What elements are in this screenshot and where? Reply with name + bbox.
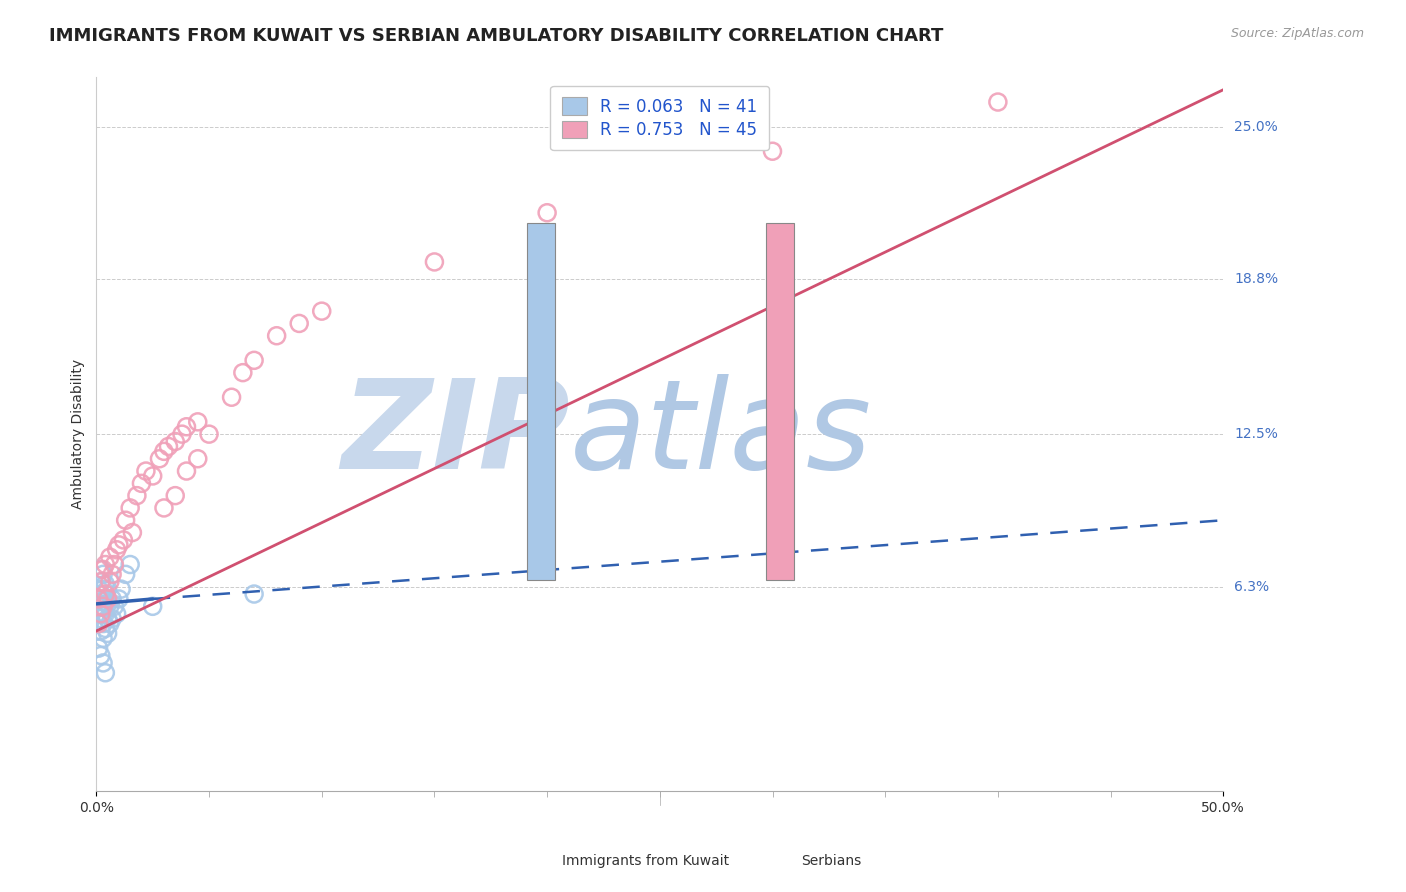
Point	[91, 616, 114, 631]
Point	[101, 591, 124, 606]
Y-axis label: Ambulatory Disability: Ambulatory Disability	[72, 359, 86, 509]
Point	[120, 558, 142, 572]
Point	[176, 464, 198, 478]
Point	[97, 582, 120, 596]
Text: IMMIGRANTS FROM KUWAIT VS SERBIAN AMBULATORY DISABILITY CORRELATION CHART: IMMIGRANTS FROM KUWAIT VS SERBIAN AMBULA…	[49, 27, 943, 45]
Point	[94, 607, 117, 621]
Point	[94, 577, 117, 591]
Point	[91, 632, 114, 646]
Point	[153, 500, 176, 515]
Point	[142, 469, 165, 483]
Text: Immigrants from Kuwait: Immigrants from Kuwait	[562, 854, 730, 868]
Point	[266, 328, 288, 343]
Point	[105, 607, 128, 621]
Point	[91, 582, 114, 596]
Point	[94, 591, 117, 606]
Point	[135, 464, 157, 478]
Point	[97, 612, 120, 626]
Point	[101, 612, 124, 626]
Point	[761, 145, 783, 159]
Point	[90, 624, 112, 638]
Point	[536, 205, 558, 219]
Point	[91, 594, 114, 608]
Point	[423, 255, 446, 269]
Point	[198, 427, 221, 442]
Point	[103, 558, 125, 572]
Point	[90, 587, 112, 601]
Point	[87, 616, 110, 631]
Point	[176, 419, 198, 434]
Point	[87, 616, 110, 631]
Point	[90, 612, 112, 626]
Point	[243, 587, 266, 601]
Point	[153, 444, 176, 458]
Point	[97, 626, 120, 640]
Point	[94, 587, 117, 601]
Point	[91, 567, 114, 582]
Point	[103, 599, 125, 614]
Point	[97, 591, 120, 606]
Point	[90, 599, 112, 614]
Point	[120, 500, 142, 515]
Point	[98, 574, 121, 589]
Point	[987, 95, 1010, 109]
Point	[112, 533, 135, 547]
Point	[142, 599, 165, 614]
Text: Serbians: Serbians	[801, 854, 862, 868]
Text: Source: ZipAtlas.com: Source: ZipAtlas.com	[1230, 27, 1364, 40]
Text: 12.5%: 12.5%	[1234, 427, 1278, 442]
Point	[108, 538, 131, 552]
Point	[87, 599, 110, 614]
Point	[221, 390, 243, 404]
Point	[94, 622, 117, 636]
Point	[170, 427, 193, 442]
Point	[98, 550, 121, 565]
Point	[91, 656, 114, 670]
Point	[110, 582, 132, 596]
Text: 6.3%: 6.3%	[1234, 580, 1270, 594]
Point	[90, 607, 112, 621]
Text: atlas: atlas	[569, 374, 872, 495]
Point	[91, 562, 114, 576]
Point	[131, 476, 153, 491]
Point	[91, 599, 114, 614]
Point	[87, 607, 110, 621]
Point	[101, 567, 124, 582]
Point	[108, 591, 131, 606]
Point	[87, 641, 110, 656]
Point	[90, 648, 112, 663]
Point	[98, 599, 121, 614]
Point	[157, 439, 180, 453]
Point	[243, 353, 266, 368]
Point	[311, 304, 333, 318]
Point	[187, 415, 209, 429]
Point	[97, 597, 120, 611]
Point	[90, 574, 112, 589]
Point	[94, 665, 117, 680]
Point	[165, 489, 187, 503]
Point	[91, 607, 114, 621]
Point	[187, 451, 209, 466]
Point	[114, 513, 136, 527]
Point	[125, 489, 148, 503]
Text: 18.8%: 18.8%	[1234, 272, 1278, 286]
Legend: R = 0.063   N = 41, R = 0.753   N = 45: R = 0.063 N = 41, R = 0.753 N = 45	[550, 86, 769, 151]
Point	[121, 525, 143, 540]
Point	[87, 582, 110, 596]
Point	[94, 558, 117, 572]
Point	[90, 562, 112, 576]
Point	[148, 451, 170, 466]
Text: ZIP: ZIP	[340, 374, 569, 495]
Point	[114, 567, 136, 582]
Text: 25.0%: 25.0%	[1234, 120, 1278, 134]
Point	[87, 591, 110, 606]
Point	[165, 434, 187, 449]
Point	[288, 317, 311, 331]
Point	[105, 542, 128, 557]
Point	[232, 366, 254, 380]
Point	[98, 616, 121, 631]
Point	[87, 591, 110, 606]
Point	[90, 574, 112, 589]
